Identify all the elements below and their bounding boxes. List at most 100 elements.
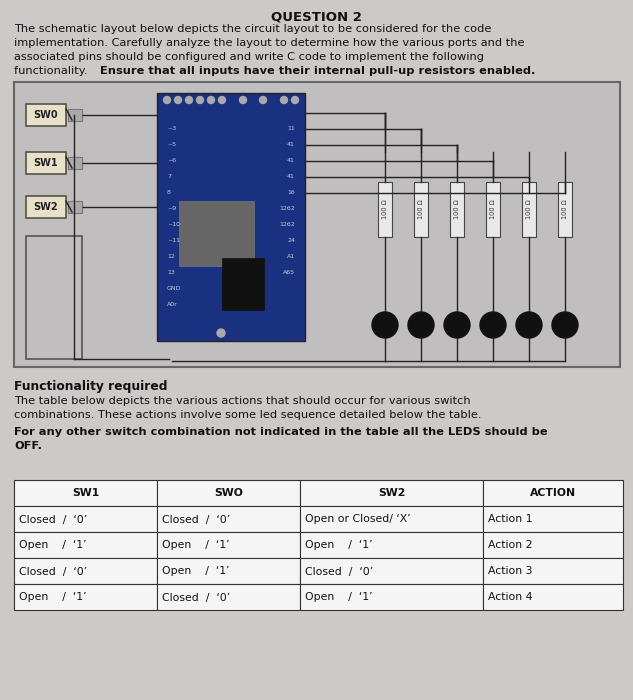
Text: Closed  /  ‘0’: Closed / ‘0’ — [162, 514, 230, 524]
Text: Functionality required: Functionality required — [14, 380, 168, 393]
Text: 100 Ω: 100 Ω — [490, 199, 496, 219]
Circle shape — [280, 97, 287, 104]
Bar — [300, 506, 483, 532]
Circle shape — [163, 97, 170, 104]
Bar — [300, 532, 483, 558]
Text: Closed  /  ‘0’: Closed / ‘0’ — [305, 566, 373, 577]
Bar — [300, 480, 483, 506]
Bar — [157, 506, 300, 532]
Text: 13: 13 — [167, 270, 175, 274]
Text: For any other switch combination not indicated in the table all the LEDS should : For any other switch combination not ind… — [14, 427, 548, 437]
Bar — [26, 196, 66, 218]
Circle shape — [239, 97, 246, 104]
Text: combinations. These actions involve some led sequence detailed below the table.: combinations. These actions involve some… — [14, 410, 482, 420]
Text: Open    /  ‘1’: Open / ‘1’ — [19, 592, 87, 603]
Bar — [26, 236, 82, 359]
Circle shape — [372, 312, 398, 338]
Bar — [157, 480, 300, 506]
Text: 41: 41 — [287, 174, 295, 178]
Circle shape — [408, 312, 434, 338]
Text: Action 4: Action 4 — [488, 592, 532, 603]
Bar — [26, 152, 66, 174]
Text: ~6: ~6 — [167, 158, 176, 162]
Text: A65: A65 — [283, 270, 295, 274]
Text: functionality.: functionality. — [14, 66, 91, 76]
Text: Action 2: Action 2 — [488, 540, 532, 550]
Text: ~5: ~5 — [167, 141, 176, 146]
Bar — [68, 157, 82, 169]
Bar — [483, 506, 623, 532]
Text: ~3: ~3 — [167, 125, 176, 130]
Bar — [522, 182, 536, 237]
Bar — [14, 532, 157, 558]
Text: SW0: SW0 — [34, 110, 58, 120]
Bar — [157, 584, 300, 610]
Text: A1: A1 — [287, 253, 295, 258]
Text: Closed  /  ‘0’: Closed / ‘0’ — [19, 566, 87, 577]
Bar — [14, 506, 157, 532]
Text: 100 Ω: 100 Ω — [526, 199, 532, 219]
Text: 11: 11 — [287, 125, 295, 130]
Text: Open    /  ‘1’: Open / ‘1’ — [162, 540, 230, 550]
Bar — [157, 93, 305, 341]
Bar — [378, 182, 392, 237]
Bar — [483, 532, 623, 558]
Text: Open or Closed/ ‘X’: Open or Closed/ ‘X’ — [305, 514, 411, 524]
Text: Open    /  ‘1’: Open / ‘1’ — [19, 540, 87, 550]
Text: Open    /  ‘1’: Open / ‘1’ — [305, 592, 373, 603]
Text: SWO: SWO — [214, 489, 243, 498]
Text: SW1: SW1 — [34, 158, 58, 168]
Text: 100 Ω: 100 Ω — [562, 199, 568, 219]
Text: SW1: SW1 — [72, 489, 99, 498]
Circle shape — [260, 97, 266, 104]
Bar — [68, 201, 82, 213]
Bar — [450, 182, 464, 237]
Circle shape — [218, 97, 225, 104]
Bar — [222, 258, 264, 310]
Bar — [157, 532, 300, 558]
Text: ~10: ~10 — [167, 221, 180, 227]
Text: implementation. Carefully analyze the layout to determine how the various ports : implementation. Carefully analyze the la… — [14, 38, 525, 48]
Circle shape — [175, 97, 182, 104]
Text: Closed  /  ‘0’: Closed / ‘0’ — [19, 514, 87, 524]
Text: The table below depicts the various actions that should occur for various switch: The table below depicts the various acti… — [14, 396, 470, 406]
Text: 7: 7 — [167, 174, 171, 178]
Text: 8: 8 — [167, 190, 171, 195]
Text: 41: 41 — [287, 141, 295, 146]
Text: A0r: A0r — [167, 302, 178, 307]
Bar — [558, 182, 572, 237]
Text: 12: 12 — [167, 253, 175, 258]
Text: Action 3: Action 3 — [488, 566, 532, 577]
Text: OFF.: OFF. — [14, 441, 42, 451]
Circle shape — [552, 312, 578, 338]
Circle shape — [444, 312, 470, 338]
Text: Open    /  ‘1’: Open / ‘1’ — [162, 566, 230, 577]
Text: ~11: ~11 — [167, 237, 180, 242]
Circle shape — [196, 97, 203, 104]
Bar — [68, 109, 82, 121]
Bar — [486, 182, 500, 237]
Circle shape — [185, 97, 192, 104]
Bar — [157, 558, 300, 584]
Text: 100 Ω: 100 Ω — [382, 199, 388, 219]
Bar — [14, 82, 620, 367]
Bar — [26, 104, 66, 126]
Text: 24: 24 — [287, 237, 295, 242]
Text: Closed  /  ‘0’: Closed / ‘0’ — [162, 592, 230, 603]
Text: associated pins should be configured and write C code to implement the following: associated pins should be configured and… — [14, 52, 484, 62]
Circle shape — [217, 329, 225, 337]
Text: Ensure that all inputs have their internal pull-up resistors enabled.: Ensure that all inputs have their intern… — [99, 66, 535, 76]
Bar — [483, 558, 623, 584]
Bar — [179, 201, 254, 266]
Text: QUESTION 2: QUESTION 2 — [270, 10, 361, 23]
Bar — [14, 584, 157, 610]
Text: 16: 16 — [287, 190, 295, 195]
Text: The schematic layout below depicts the circuit layout to be considered for the c: The schematic layout below depicts the c… — [14, 24, 491, 34]
Text: 1262: 1262 — [279, 206, 295, 211]
Bar — [483, 584, 623, 610]
Bar — [14, 480, 157, 506]
Bar — [414, 182, 428, 237]
Text: 1262: 1262 — [279, 221, 295, 227]
Bar — [14, 558, 157, 584]
Text: 100 Ω: 100 Ω — [418, 199, 424, 219]
